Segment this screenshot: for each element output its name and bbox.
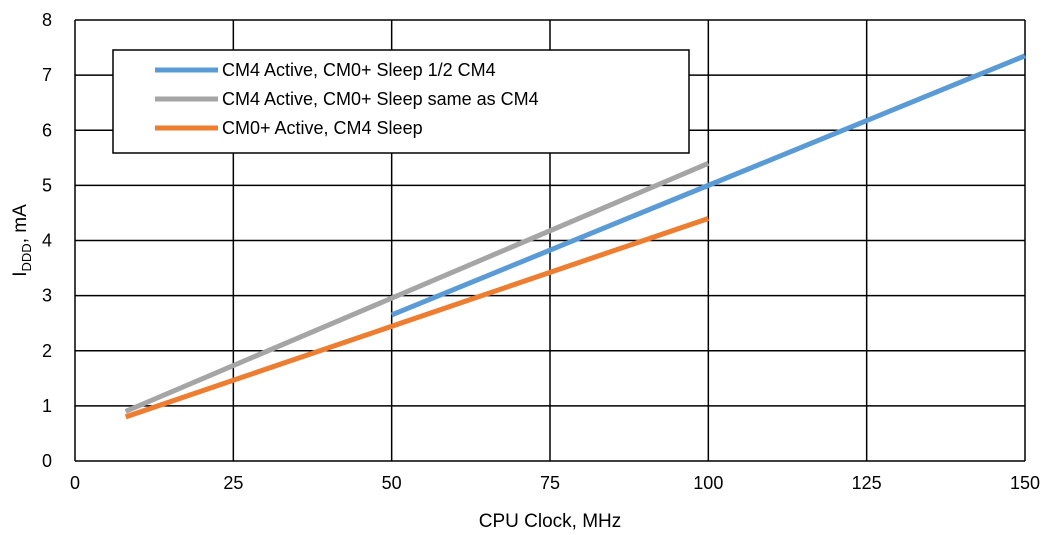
y-tick-label: 3 [42, 286, 52, 306]
y-tick-label: 2 [42, 341, 52, 361]
x-tick-label: 100 [693, 473, 723, 493]
legend: CM4 Active, CM0+ Sleep 1/2 CM4 CM4 Active… [112, 49, 690, 154]
x-tick-label: 125 [852, 473, 882, 493]
x-tick-label: 25 [223, 473, 243, 493]
x-tick-label: 150 [1010, 473, 1040, 493]
y-axis-ticks: 0 1 2 3 4 5 6 7 8 [42, 10, 52, 471]
series-line-3 [124, 216, 710, 420]
y-tick-label: 5 [42, 175, 52, 195]
y-axis-title: IDDD, mA [10, 204, 34, 277]
x-tick-label: 75 [540, 473, 560, 493]
legend-label-3: CM0+ Active, CM4 Sleep [222, 118, 423, 138]
series-line-2 [124, 161, 710, 414]
y-axis-title-subscript: DDD [19, 243, 34, 271]
y-tick-label: 0 [42, 451, 52, 471]
y-axis-title-main: I [10, 271, 31, 276]
x-tick-label: 50 [382, 473, 402, 493]
legend-label-1: CM4 Active, CM0+ Sleep 1/2 CM4 [222, 60, 496, 80]
x-tick-label: 0 [70, 473, 80, 493]
y-axis-title-suffix: , mA [10, 204, 31, 243]
series-lines [124, 53, 1026, 420]
y-tick-label: 1 [42, 396, 52, 416]
y-tick-label: 8 [42, 10, 52, 30]
series-line-1 [390, 53, 1026, 318]
x-axis-title: CPU Clock, MHz [479, 511, 622, 532]
y-tick-label: 7 [42, 65, 52, 85]
x-axis-ticks: 0 25 50 75 100 125 150 [70, 473, 1040, 493]
legend-label-2: CM4 Active, CM0+ Sleep same as CM4 [222, 89, 539, 109]
y-tick-label: 6 [42, 120, 52, 140]
y-tick-label: 4 [42, 231, 52, 251]
